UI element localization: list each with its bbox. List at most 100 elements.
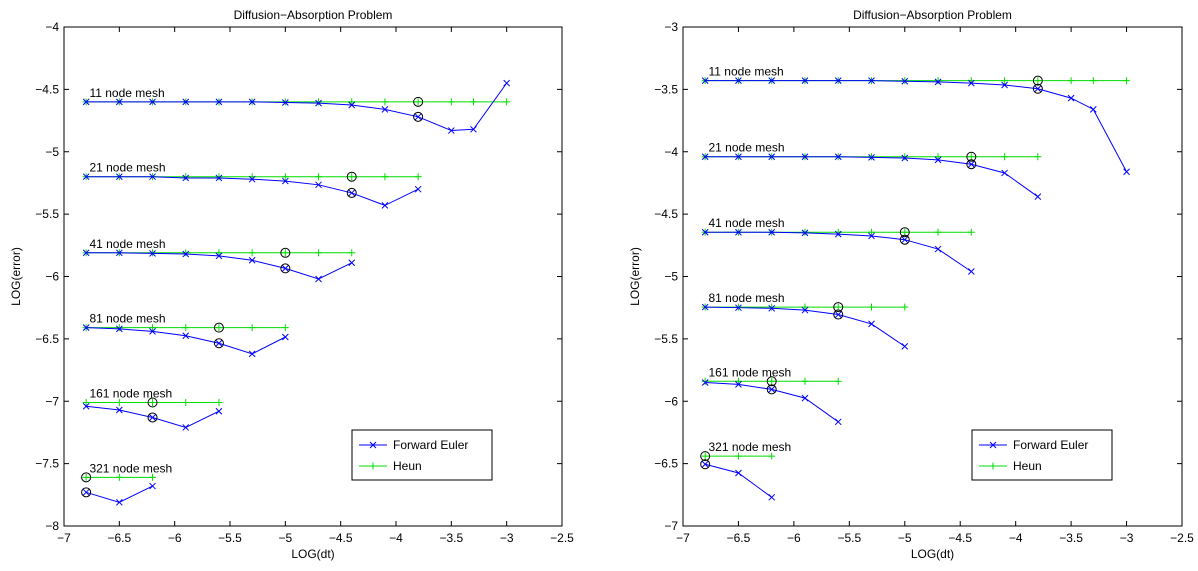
heun-circle-marker — [346, 171, 357, 182]
y-tick-label: −4 — [664, 145, 678, 159]
euler-point — [701, 77, 709, 84]
euler-point — [315, 99, 322, 107]
euler-point — [735, 77, 742, 84]
heun-point — [149, 324, 157, 332]
euler-point — [801, 229, 809, 237]
heun-point — [215, 249, 223, 257]
heun-point — [503, 98, 511, 106]
heun-circle-marker — [966, 151, 977, 162]
euler-circle-marker — [766, 384, 777, 395]
mesh-label: 81 node mesh — [709, 291, 785, 305]
euler-point — [248, 350, 256, 358]
legend-heun-label: Heun — [393, 459, 422, 473]
x-tick-label: −5.5 — [837, 531, 861, 545]
euler-point — [735, 304, 742, 312]
heun-point — [348, 98, 356, 106]
euler-point — [868, 320, 875, 328]
heun-point — [115, 398, 123, 406]
heun-point — [348, 173, 356, 181]
y-tick-label: −4.5 — [654, 207, 678, 221]
heun-point — [734, 377, 742, 385]
heun-point — [248, 249, 256, 257]
euler-point — [701, 303, 709, 311]
euler-point — [348, 259, 356, 267]
heun-point — [934, 77, 942, 85]
euler-point — [215, 252, 223, 260]
heun-circle-marker — [280, 247, 291, 258]
x-tick-label: −4.5 — [948, 531, 972, 545]
heun-point — [1067, 77, 1075, 85]
euler-point — [868, 232, 875, 240]
legend-box — [351, 429, 493, 481]
y-tick-label: −6 — [664, 394, 678, 408]
euler-point — [735, 469, 742, 477]
euler-point — [215, 98, 223, 106]
heun-point — [381, 98, 389, 106]
heun-point — [281, 249, 289, 257]
mesh-label: 161 node mesh — [89, 386, 172, 400]
euler-circle-marker — [1032, 83, 1043, 94]
euler-point — [115, 98, 123, 106]
euler-point — [834, 153, 842, 161]
euler-point — [801, 394, 809, 402]
mesh-label: 161 node mesh — [709, 365, 792, 379]
mesh-group: 41 node mesh — [701, 216, 975, 275]
euler-point — [315, 181, 322, 189]
euler-point — [115, 406, 123, 414]
y-tick-label: −5.5 — [654, 332, 678, 346]
mesh-group: 161 node mesh — [701, 365, 842, 426]
euler-point — [149, 173, 156, 181]
y-tick-label: −6.5 — [35, 332, 59, 346]
heun-point — [768, 303, 776, 311]
euler-line — [86, 252, 352, 280]
chart-title: Diffusion−Absorption Problem — [234, 8, 393, 22]
euler-circle-marker — [833, 309, 844, 320]
euler-point — [470, 125, 477, 133]
euler-point — [768, 304, 776, 312]
legend-forward-euler-label: Forward Euler — [393, 438, 468, 452]
euler-point — [1123, 168, 1130, 176]
y-tick-label: −8 — [45, 519, 59, 533]
legend-forward-euler-marker — [369, 441, 377, 449]
heun-point — [901, 228, 909, 236]
euler-line — [86, 82, 508, 132]
euler-point — [248, 175, 256, 183]
euler-point — [1067, 94, 1075, 102]
y-tick-label: −7 — [45, 394, 59, 408]
euler-point — [248, 98, 256, 106]
x-tick-label: −3 — [1120, 531, 1134, 545]
heun-circle-marker — [213, 322, 224, 333]
mesh-group: 321 node mesh — [81, 461, 172, 506]
heun-point — [414, 98, 422, 106]
euler-point — [381, 105, 389, 113]
mesh-group: 161 node mesh — [82, 386, 223, 431]
x-tick-label: −5.5 — [218, 531, 242, 545]
heun-point — [248, 324, 256, 332]
euler-point — [182, 250, 190, 258]
euler-point — [934, 245, 942, 253]
mesh-label: 41 node mesh — [709, 216, 785, 230]
heun-point — [315, 98, 323, 106]
x-tick-label: −4 — [389, 531, 403, 545]
euler-point — [701, 228, 709, 236]
heun-point — [701, 452, 709, 460]
euler-point — [82, 402, 90, 410]
euler-line — [705, 463, 773, 498]
mesh-group: 81 node mesh — [701, 291, 909, 350]
heun-point — [115, 324, 123, 332]
heun-point — [315, 173, 323, 181]
euler-point — [901, 343, 909, 350]
euler-point — [768, 386, 776, 393]
mesh-group: 21 node mesh — [701, 141, 1042, 201]
euler-point — [315, 275, 322, 283]
euler-point — [248, 256, 256, 264]
euler-point — [149, 414, 156, 421]
euler-point — [348, 101, 356, 109]
heun-point — [967, 153, 975, 161]
x-tick-label: −7 — [676, 531, 690, 545]
euler-point — [82, 249, 90, 257]
y-tick-label: −3.5 — [654, 82, 678, 96]
heun-point — [934, 153, 942, 161]
heun-point — [1001, 153, 1009, 161]
